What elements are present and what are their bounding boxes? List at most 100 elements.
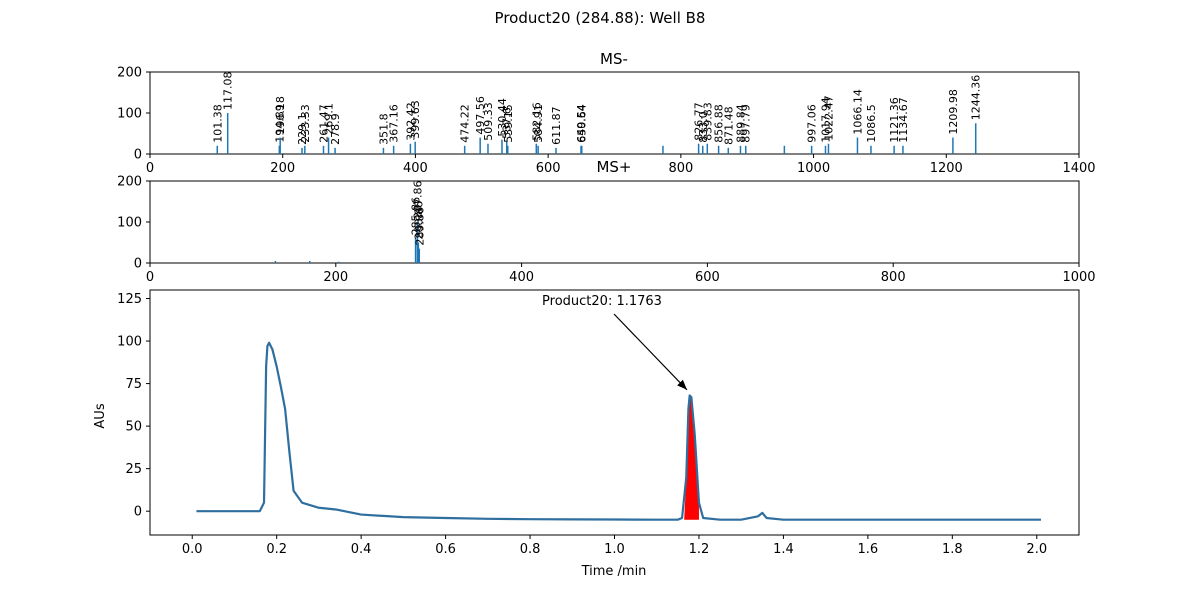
plot-frame (149, 71, 1080, 155)
peak-label: 196.18 (274, 96, 287, 135)
x-tick-label: 1.0 (604, 542, 625, 557)
peak-label: 261.47 (318, 104, 331, 143)
peak-label: 584.91 (532, 104, 545, 143)
peak-label: 117.08 (222, 72, 235, 111)
ms-positive-panel: MS+ 0 200 400 600 800 1000 0 100 200 285.86287.86… (117, 158, 1095, 285)
y-tick-label: 0 (134, 505, 142, 520)
chromatogram-trace (196, 341, 1041, 521)
peak-label: 1121.36 (888, 97, 901, 143)
peak-label: 530.44 (496, 98, 509, 137)
ms-positive-title: MS+ (596, 158, 631, 176)
y-tick-label: 0 (134, 257, 142, 272)
peak-label: 278.9 (329, 113, 342, 145)
x-tick-label: 1000 (797, 161, 830, 176)
peak-label: 871.48 (722, 106, 735, 145)
peak-label: 889.84 (734, 104, 747, 143)
peak-label: 497.56 (474, 96, 487, 135)
peak-label: 611.87 (550, 106, 563, 145)
ms-negative-panel: MS- 0 200 400 600 800 1000 1200 1400 0 100 200 101.… (117, 50, 1095, 176)
x-tick-label: 400 (509, 270, 534, 285)
peak-label: 839.83 (701, 102, 714, 141)
peak-label: 1134.67 (897, 97, 910, 143)
x-tick-label: 1400 (1062, 161, 1095, 176)
peak-label: 1022.47 (822, 95, 835, 141)
peak-label: 351.8 (377, 113, 390, 145)
peak-label: 194.89 (273, 104, 286, 143)
y-tick-label: 100 (117, 335, 142, 350)
x-tick-label: 0.2 (266, 542, 287, 557)
y-tick-label: 100 (117, 107, 142, 122)
x-tick-label: 0.0 (182, 542, 203, 557)
peak-label: 582.16 (530, 102, 543, 141)
x-tick-label: 600 (695, 270, 720, 285)
x-tick-label: 0 (146, 161, 154, 176)
x-tick-label: 1.2 (689, 542, 710, 557)
annotation-arrow-line (613, 313, 688, 391)
peak-label: 826.77 (693, 102, 706, 141)
x-tick-label: 400 (403, 161, 428, 176)
ms-positive-plot: 0 200 400 600 800 1000 0 100 200 285.86287.86288.… (117, 175, 1095, 286)
chromatogram-xlabel: Time /min (581, 564, 647, 579)
y-tick-label: 0 (134, 148, 142, 163)
annotation-arrow-head (677, 379, 687, 390)
peak-label: 997.06 (806, 104, 819, 143)
x-tick-label: 800 (668, 161, 693, 176)
plot-frame (149, 180, 1080, 264)
x-tick-label: 1000 (1062, 270, 1095, 285)
y-tick-label: 25 (125, 462, 142, 477)
y-tick-label: 50 (125, 420, 142, 435)
x-tick-label: 2.0 (1026, 542, 1047, 557)
plot-frame (149, 289, 1080, 536)
peak-label: 833.0 (697, 111, 710, 143)
peak-label: 897.79 (740, 104, 753, 143)
x-tick-label: 200 (270, 161, 295, 176)
chromatogram-ylabel: AUs (93, 403, 108, 428)
x-tick-label: 600 (536, 161, 561, 176)
x-tick-label: 1.4 (773, 542, 794, 557)
peak-label: 649.54 (575, 104, 588, 143)
peak-label: 650.64 (576, 104, 589, 143)
peak-label: 392.42 (404, 102, 417, 141)
ms-negative-plot: 0 200 400 600 800 1000 1200 14000100200101.3811… (117, 66, 1095, 177)
y-tick-label: 100 (117, 216, 142, 231)
peak-label: 1209.98 (947, 89, 960, 135)
peak-label: 1086.5 (865, 104, 878, 143)
peak-label: 856.88 (713, 104, 726, 143)
y-tick-label: 200 (117, 66, 142, 81)
ms-negative-title: MS- (600, 50, 628, 68)
peak-label: 285.86 (410, 197, 423, 236)
x-tick-label: 1200 (930, 161, 963, 176)
x-tick-label: 0.4 (351, 542, 372, 557)
peak-label: 399.63 (409, 100, 422, 139)
peak-label: 537.6 (501, 107, 514, 139)
y-tick-label: 125 (117, 292, 142, 307)
peak-label: 539.15 (502, 104, 515, 143)
peak-label: 1244.36 (970, 75, 983, 121)
peak-label: 269.1 (323, 103, 336, 135)
peak-label: 367.16 (388, 104, 401, 143)
peak-label: 289.86 (413, 207, 426, 246)
figure-title: Product20 (284.88): Well B8 (495, 9, 706, 27)
y-tick-label: 75 (125, 377, 142, 392)
peak-label: 233.33 (299, 104, 312, 143)
x-tick-label: 0 (146, 270, 154, 285)
peak-label: 288.86 (412, 201, 425, 240)
x-tick-label: 200 (323, 270, 348, 285)
x-tick-label: 0.8 (520, 542, 541, 557)
peak-annotation-label: Product20: 1.1763 (542, 294, 662, 309)
x-tick-label: 1.6 (858, 542, 879, 557)
x-tick-label: 1.8 (942, 542, 963, 557)
x-tick-label: 0.6 (435, 542, 456, 557)
chromatogram-plot: 0.0 0.2 0.4 0.6 0.8 1.0 1.2 1.4 1.6 1.8 2.0 0 25 50 75… (117, 289, 1080, 557)
chromatogram-panel: 0.0 0.2 0.4 0.6 0.8 1.0 1.2 1.4 1.6 1.8 2.0 0 25 50 75… (93, 289, 1080, 579)
peak-label: 1017.94 (819, 97, 832, 143)
peak-label: 229.1 (296, 113, 309, 145)
peak-label: 474.22 (459, 104, 472, 143)
peak-label: 1066.14 (851, 89, 864, 135)
peak-label: 287.86 (411, 181, 424, 220)
peak-label: 101.38 (211, 104, 224, 143)
x-tick-label: 800 (881, 270, 906, 285)
peak-label: 509.33 (482, 102, 495, 141)
y-tick-label: 200 (117, 175, 142, 190)
